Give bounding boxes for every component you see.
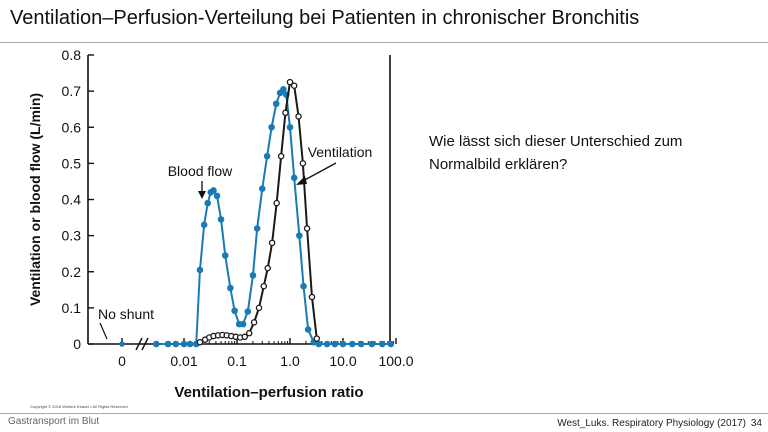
shunt-point (119, 341, 125, 347)
ventilation-point (196, 338, 204, 346)
blood-flow-point (315, 340, 323, 348)
blood-flow-point (286, 123, 294, 131)
ventilation-point (264, 264, 271, 272)
axis-break-mark (135, 337, 143, 351)
footer-topic: Gastransport im Blut (8, 416, 100, 427)
blood-flow-point (272, 100, 280, 108)
x-tick-label: 0.01 (170, 353, 197, 369)
ventilation-point (290, 82, 298, 89)
x-tick-label: 10.0 (329, 353, 356, 369)
ventilation-point (260, 282, 268, 290)
no-shunt-pointer (99, 322, 108, 340)
ventilation-point (255, 304, 263, 312)
blood-flow-point (331, 340, 339, 348)
ventilation-point (286, 78, 294, 86)
y-tick-label: 0.5 (62, 155, 82, 171)
y-tick-label: 0.7 (62, 83, 82, 99)
blood-flow-point (204, 199, 211, 207)
no-shunt-annotation: No shunt (98, 306, 154, 322)
blood-flow-point (268, 123, 275, 131)
title-divider (0, 42, 768, 43)
footer-source: West_Luks. Respiratory Physiology (2017) (557, 418, 746, 429)
y-tick-label: 0.8 (62, 47, 82, 63)
ventilation-point (313, 335, 321, 342)
ventilation-point (245, 329, 253, 337)
blood-flow-point (253, 225, 261, 232)
blood-flow-point (186, 340, 194, 348)
blood-flow-point (164, 340, 172, 348)
blood-flow-point (290, 174, 298, 182)
question-text: Wie lässt sich dieser Unterschied zum No… (429, 133, 683, 173)
ventilation-pointer (300, 162, 337, 183)
blood-flow-point (227, 284, 234, 292)
blood-flow-point (357, 340, 365, 348)
x-tick-label: 0 (118, 353, 126, 369)
y-tick-label: 0.2 (62, 264, 82, 280)
page-number: 34 (750, 418, 762, 429)
slide-title: Ventilation–Perfusion-Verteilung bei Pat… (10, 7, 640, 29)
x-tick-label: 0.1 (227, 353, 247, 369)
blood-flow-point (152, 340, 160, 348)
axis-break-mark (141, 337, 149, 351)
blood-flow-arrowhead (198, 191, 206, 199)
copyright-note: Copyright © 2018 Wolters Kluwer • All Ri… (30, 404, 128, 409)
blood-flow-point (339, 340, 347, 348)
x-axis-label: Ventilation–perfusion ratio (174, 384, 363, 401)
blood-flow-point (213, 192, 221, 200)
ventilation-point (295, 113, 302, 120)
blood-flow-point (280, 86, 287, 93)
y-tick-label: 0 (73, 336, 81, 352)
ventilation-point (308, 293, 316, 301)
footer-divider (0, 413, 768, 414)
blood-flow-point (387, 340, 395, 348)
ventilation-arrowhead (296, 176, 307, 185)
blood-flow-point (196, 266, 204, 274)
y-axis-label: Ventilation or blood flow (L/min) (27, 93, 43, 306)
ventilation-point (273, 199, 280, 207)
blood-flow-point (300, 282, 307, 290)
y-tick-label: 0.3 (62, 228, 82, 244)
blood-flow-point (180, 340, 188, 348)
blood-flow-point (378, 340, 386, 348)
blood-flow-point (172, 340, 180, 348)
x-tick-label: 100.0 (378, 353, 413, 369)
y-tick-label: 0.1 (62, 300, 82, 316)
blood-flow-point (263, 152, 271, 160)
ventilation-point (277, 152, 285, 160)
blood-flow-point (231, 307, 238, 315)
blood-flow-annotation: Blood flow (168, 163, 233, 179)
blood-flow-point (323, 340, 331, 348)
blood-flow-point (258, 185, 266, 192)
ventilation-point (303, 225, 311, 232)
y-tick-label: 0.4 (62, 192, 82, 208)
ventilation-point (268, 239, 276, 247)
blood-flow-point (296, 232, 303, 239)
x-tick-label: 1.0 (280, 353, 300, 369)
ventilation-point (250, 319, 258, 326)
y-tick-label: 0.6 (62, 119, 82, 135)
blood-flow-point (217, 216, 225, 223)
blood-flow-point (349, 340, 356, 348)
blood-flow-point (239, 320, 247, 328)
blood-flow-point (244, 308, 252, 315)
ventilation-point (241, 333, 248, 341)
blood-flow-point (200, 221, 208, 229)
blood-flow-point (304, 326, 312, 333)
blood-flow-point (210, 187, 217, 194)
ventilation-annotation: Ventilation (308, 144, 373, 160)
ventilation-point (299, 160, 307, 167)
blood-flow-point (368, 340, 376, 348)
ventilation-point (282, 109, 289, 117)
blood-flow-point (221, 252, 229, 259)
blood-flow-point (249, 272, 257, 279)
